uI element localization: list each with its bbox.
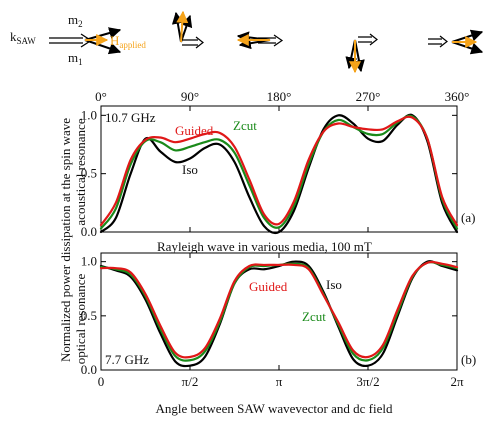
panel-b-label-iso: Iso [326, 277, 342, 292]
diagram-3 [236, 31, 284, 50]
panel-a-x-tick-label: 90° [181, 89, 199, 104]
panel-b-y-tick-label: 0.0 [81, 362, 97, 377]
panel-a-x-tick-label: 270° [356, 89, 381, 104]
panel-b-x-tick-label: 2π [450, 374, 464, 389]
panel-b-frequency: 7.7 GHz [105, 352, 149, 367]
panel-a-x-tick-label: 360° [445, 89, 470, 104]
h-applied-label: Happlied [110, 33, 146, 50]
panel-a: 0.00.51.00° 90° 180° 270° 360° 10.7 GHz (a) … [81, 89, 476, 254]
m-arrow-icon [451, 41, 484, 55]
panel-b-x-tick-label: 0 [98, 374, 105, 389]
y-axis-title-line-1: Normalized power dissipation at the spin… [58, 118, 73, 362]
panel-a-y-tick-label: 0.0 [81, 224, 97, 239]
diagram-2 [171, 10, 204, 49]
panel-a-tag: (a) [461, 210, 475, 225]
panel-a-frequency: 10.7 GHz [105, 110, 156, 125]
m1-label: m1 [68, 50, 83, 67]
y-axis-title-acoustical: acoustical resonance [73, 118, 88, 225]
panel-a-caption: Rayleigh wave in various media, 100 mT [157, 239, 372, 254]
panel-b-x-tick-label: π/2 [182, 374, 199, 389]
panel-b-y-tick-label: 1.0 [81, 254, 97, 269]
h-arrow-icon [176, 10, 189, 43]
panel-a-y-tick-label: 1.0 [81, 107, 97, 122]
y-axis-title-optical: optical resonance [73, 273, 88, 364]
panel-b-x-tick-label: 3π/2 [356, 374, 379, 389]
k-double-arrow-icon [195, 36, 204, 49]
panel-b-x-tick-label: π [276, 374, 283, 389]
k-double-arrow-icon [369, 33, 378, 46]
k-saw-label: kSAW [10, 29, 36, 46]
panel-b-label-zcut: Zcut [302, 309, 326, 324]
panel-b: 0.0 0.5 1.0 0 π/2 π 3π/2 2π 7.7 GHz (b) Iso Gui… [81, 252, 476, 389]
orientation-diagrams: kSAW m2 m1 Happlied [10, 10, 484, 74]
x-axis-title: Angle between SAW wavevector and dc fiel… [156, 401, 393, 416]
m1-arrow-icon [84, 39, 122, 55]
k-double-arrow-icon [273, 34, 284, 47]
diagram-5 [428, 29, 484, 55]
panel-a-label-zcut: Zcut [233, 118, 257, 133]
panel-a-label-guided: Guided [175, 123, 214, 138]
panel-b-series [99, 260, 459, 368]
m-arrow-icon [171, 11, 184, 43]
panel-a-series-zcut [99, 114, 459, 230]
panel-a-series-iso [99, 113, 459, 235]
panel-b-tag: (b) [461, 352, 476, 367]
m-arrow-icon [451, 29, 484, 43]
panel-b-y-tick-label: 0.5 [81, 308, 97, 323]
panel-b-series-guided [99, 260, 459, 359]
panel-a-series [99, 113, 459, 235]
panel-a-y-tick-label: 0.5 [81, 166, 97, 181]
k-double-arrow-icon [439, 35, 448, 48]
panel-a-x-tick-label: 180° [267, 89, 292, 104]
panel-a-label-iso: Iso [182, 162, 198, 177]
diagram-1: kSAW m2 m1 Happlied [10, 12, 146, 67]
m2-label: m2 [68, 12, 83, 29]
diagram-4 [345, 33, 378, 74]
panel-b-label-guided: Guided [249, 279, 288, 294]
panel-a-series-guided [99, 115, 459, 227]
panel-a-x-tick-label: 0° [95, 89, 107, 104]
m-arrow-icon [180, 14, 193, 43]
